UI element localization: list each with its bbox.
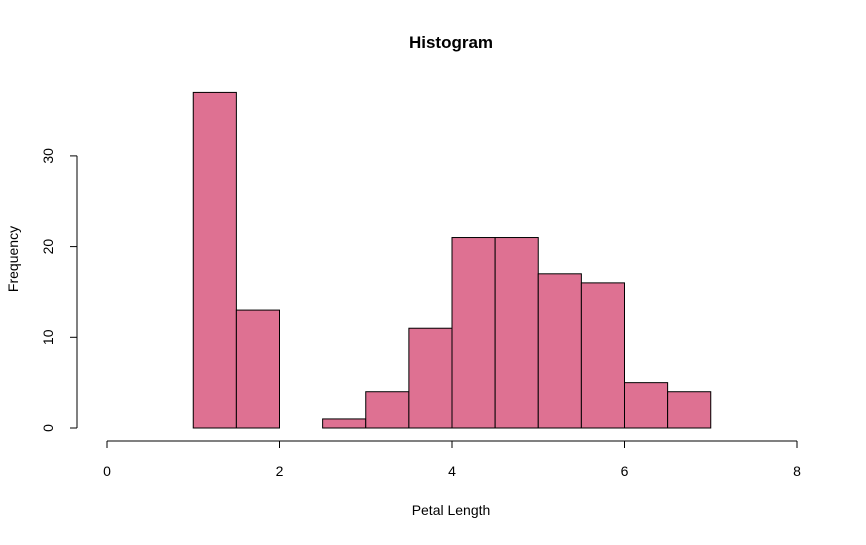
histogram-bar <box>408 327 453 429</box>
histogram-bar <box>235 309 280 429</box>
x-tick-label: 8 <box>793 463 801 479</box>
histogram-bar <box>494 237 539 429</box>
histogram-bar <box>451 237 496 429</box>
y-tick-label: 0 <box>40 424 56 432</box>
x-tick-label: 0 <box>103 463 111 479</box>
x-tick-label: 6 <box>621 463 629 479</box>
x-tick-label: 4 <box>448 463 456 479</box>
y-tick-label: 20 <box>40 239 56 255</box>
histogram-bar <box>580 282 625 429</box>
y-axis-label: Frequency <box>5 226 21 292</box>
x-axis-label: Petal Length <box>412 502 491 518</box>
histogram-bar <box>624 382 669 429</box>
x-axis: 0 2 4 6 8 <box>103 440 801 479</box>
x-tick-label: 2 <box>276 463 284 479</box>
histogram-bar <box>537 273 582 429</box>
y-tick-label: 30 <box>40 148 56 164</box>
y-axis: 0 10 20 30 <box>40 148 78 432</box>
histogram-bar <box>667 391 712 429</box>
chart-title: Histogram <box>409 33 493 52</box>
histogram-bar <box>365 391 410 429</box>
bars-group <box>192 91 712 429</box>
histogram-bar <box>192 91 237 429</box>
y-tick-label: 10 <box>40 329 56 345</box>
histogram-bar <box>322 418 367 429</box>
